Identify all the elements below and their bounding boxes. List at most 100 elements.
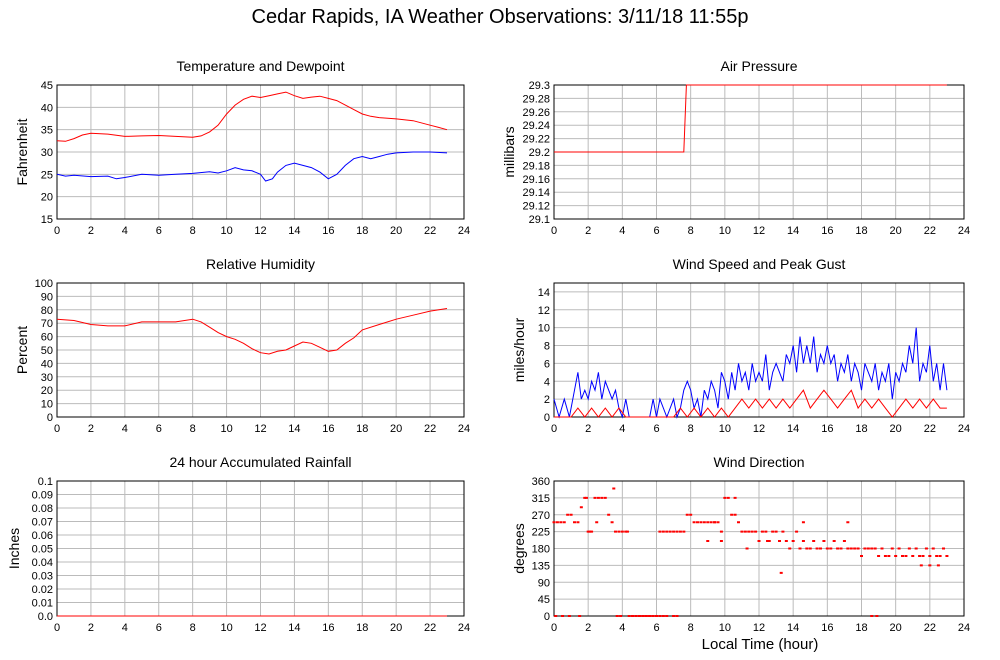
direction-xtick-label: 12 (753, 622, 765, 634)
humidity-xtick-label: 20 (390, 423, 402, 435)
direction-point (743, 530, 747, 533)
direction-point (567, 615, 571, 617)
rain-xtick-label: 4 (122, 622, 128, 634)
direction-point (566, 513, 570, 516)
temp-ylabel: Fahrenheit (14, 118, 30, 185)
direction-point (555, 521, 559, 524)
direction-point (819, 547, 822, 550)
direction-point (595, 521, 599, 524)
direction-point (870, 547, 874, 550)
direction-point (600, 496, 604, 499)
wind-xtick-label: 20 (890, 423, 902, 435)
direction-point (624, 530, 628, 533)
pressure-ytick-label: 29.2 (529, 147, 550, 159)
direction-point (877, 555, 881, 557)
temp-title: Temperature and Dewpoint (176, 58, 344, 74)
direction-point (596, 496, 600, 499)
rain-ytick-label: 0.04 (32, 557, 53, 569)
direction-point (856, 547, 860, 550)
humidity-series-0-line (56, 308, 448, 355)
direction-point (795, 530, 799, 533)
direction-xtick-label: 10 (719, 622, 731, 634)
direction-point (655, 615, 658, 617)
direction-point (921, 555, 925, 557)
humidity-xtick-label: 16 (322, 423, 334, 435)
direction-point (779, 571, 783, 574)
direction-point (853, 547, 857, 550)
direction-point (870, 615, 874, 617)
direction-point (719, 540, 723, 542)
pressure-xtick-label: 16 (821, 225, 833, 237)
direction-point (754, 530, 758, 533)
direction-point (702, 521, 706, 524)
pressure-title: Air Pressure (720, 58, 797, 74)
temp-xtick-label: 18 (356, 225, 368, 237)
direction-point (583, 496, 587, 499)
humidity-ytick-label: 50 (41, 345, 53, 357)
wind-ytick-label: 10 (538, 323, 550, 335)
direction-point (928, 564, 932, 567)
direction-point (801, 540, 805, 542)
rain-ytick-label: 0.0 (38, 611, 53, 623)
direction-point (750, 530, 754, 533)
direction-point (740, 530, 744, 533)
wind-xtick-label: 0 (551, 423, 557, 435)
humidity-ytick-label: 20 (41, 385, 53, 397)
humidity-ytick-label: 60 (41, 332, 53, 344)
direction-point (839, 547, 843, 550)
temp-ytick-label: 30 (41, 147, 53, 159)
wind-ytick-label: 14 (538, 287, 550, 299)
direction-point (737, 521, 740, 524)
direction-point (607, 513, 611, 516)
rain-xtick-label: 10 (220, 622, 232, 634)
direction-point (846, 547, 850, 550)
direction-point (808, 547, 812, 550)
direction-point (825, 547, 829, 550)
humidity-xtick-label: 24 (458, 423, 470, 435)
direction-point (625, 530, 629, 533)
rain-ytick-label: 0.1 (38, 476, 53, 488)
pressure-series-0-line (554, 84, 947, 153)
rain-xtick-label: 24 (458, 622, 470, 634)
pressure-xtick-label: 14 (787, 225, 799, 237)
temp-xtick-label: 20 (390, 225, 402, 237)
rain-xtick-label: 18 (356, 622, 368, 634)
direction-point (672, 615, 676, 617)
direction-point (863, 547, 867, 550)
direction-point (911, 555, 915, 557)
direction-point (936, 564, 940, 567)
direction-point (593, 496, 597, 499)
direction-ylabel: degrees (511, 523, 527, 574)
rain-ytick-label: 0.06 (32, 530, 53, 542)
direction-point (559, 521, 563, 524)
temp-ytick-label: 15 (41, 214, 53, 226)
pressure-ytick-label: 29.26 (522, 107, 550, 119)
wind-xtick-label: 10 (719, 423, 731, 435)
direction-point (615, 615, 619, 617)
rain-ytick-label: 0.07 (32, 517, 53, 529)
direction-point (706, 521, 710, 524)
direction-point (904, 555, 908, 557)
humidity-ytick-label: 90 (41, 291, 53, 303)
rain-xtick-label: 20 (390, 622, 402, 634)
direction-point (672, 530, 676, 533)
direction-point (919, 564, 923, 567)
rain-xtick-label: 8 (190, 622, 196, 634)
direction-point (678, 530, 682, 533)
pressure-ytick-label: 29.1 (529, 214, 550, 226)
direction-point (576, 521, 580, 524)
temp-plot-frame (56, 84, 465, 220)
humidity-ytick-label: 40 (41, 358, 53, 370)
wind-xtick-label: 6 (653, 423, 659, 435)
direction-point (586, 530, 590, 533)
direction-point (757, 540, 761, 542)
wind-xtick-label: 22 (924, 423, 936, 435)
direction-point (890, 547, 894, 550)
humidity-ytick-label: 70 (41, 318, 53, 330)
pressure-ylabel: millibars (501, 126, 517, 177)
humidity-xtick-label: 14 (288, 423, 300, 435)
humidity-xtick-label: 2 (88, 423, 94, 435)
